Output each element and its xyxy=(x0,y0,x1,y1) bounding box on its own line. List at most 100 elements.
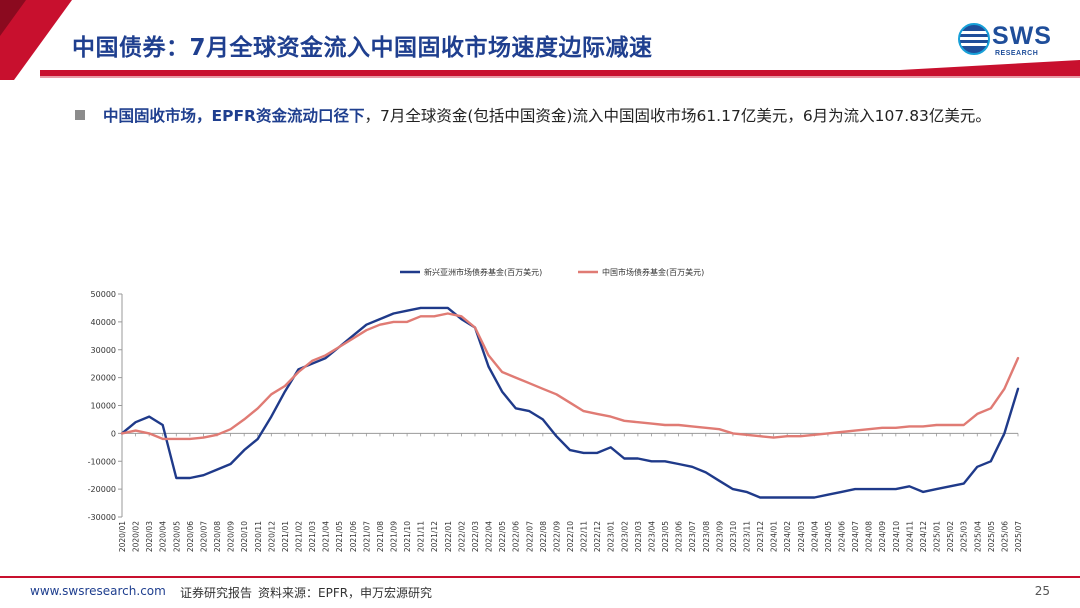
data-point-s2 xyxy=(542,388,544,390)
data-point-s1 xyxy=(528,410,530,412)
data-point-s1 xyxy=(325,357,327,359)
series-line-2 xyxy=(120,312,1020,441)
data-point-s2 xyxy=(230,428,232,430)
x-tick-label: 2024/06 xyxy=(838,521,847,552)
data-point-s1 xyxy=(243,449,245,451)
data-point-s2 xyxy=(257,407,259,409)
data-point-s2 xyxy=(976,413,978,415)
x-tick-label: 2021/09 xyxy=(390,521,399,552)
x-tick-label: 2021/05 xyxy=(335,521,344,552)
sws-logo: SWS RESEARCH xyxy=(957,20,1063,60)
data-point-s2 xyxy=(935,424,938,426)
data-point-s2 xyxy=(963,424,965,426)
data-point-s1 xyxy=(433,307,435,309)
data-point-s1 xyxy=(922,491,924,493)
x-tick-label: 2022/11 xyxy=(580,521,589,552)
data-point-s1 xyxy=(800,496,802,499)
data-point-s2 xyxy=(392,321,395,323)
header-bar: 中国债券：7月全球资金流入中国固收市场速度边际减速 SWS RESEARCH xyxy=(0,0,1080,84)
data-point-s1 xyxy=(908,485,910,487)
data-point-s1 xyxy=(487,365,490,368)
data-point-s1 xyxy=(134,421,137,423)
data-point-s1 xyxy=(175,477,177,479)
logo-text: SWS xyxy=(992,22,1052,50)
data-point-s2 xyxy=(1017,357,1019,359)
y-tick-label: 0 xyxy=(111,429,116,438)
data-point-s1 xyxy=(148,416,150,418)
x-tick-label: 2021/01 xyxy=(281,521,290,552)
data-point-s1 xyxy=(949,485,951,487)
x-tick-label: 2022/08 xyxy=(539,521,548,552)
data-point-s2 xyxy=(623,420,625,422)
data-point-s2 xyxy=(270,393,272,395)
x-tick-label: 2025/02 xyxy=(946,521,955,552)
data-point-s2 xyxy=(732,432,734,434)
data-point-s1 xyxy=(813,496,815,499)
legend-label-2: 中国市场债券基金(百万美元) xyxy=(602,267,704,277)
data-point-s2 xyxy=(121,432,123,434)
data-point-s1 xyxy=(976,466,978,468)
y-tick-label: 30000 xyxy=(91,346,116,355)
data-point-s2 xyxy=(596,413,598,415)
data-point-s1 xyxy=(840,491,843,493)
data-point-s2 xyxy=(990,407,992,409)
x-tick-label: 2022/01 xyxy=(444,521,453,552)
footer-divider xyxy=(0,576,1080,578)
logo-subtext: RESEARCH xyxy=(995,50,1039,57)
x-tick-label: 2023/06 xyxy=(675,521,684,552)
data-point-s1 xyxy=(596,452,598,454)
x-tick-label: 2022/02 xyxy=(457,521,466,552)
x-tick-label: 2023/05 xyxy=(661,521,670,552)
data-point-s1 xyxy=(745,491,748,493)
footer-report-type: 证券研究报告 xyxy=(180,586,253,600)
x-tick-label: 2025/03 xyxy=(960,521,969,552)
x-tick-label: 2025/05 xyxy=(987,521,996,552)
x-tick-label: 2024/04 xyxy=(810,521,819,552)
x-tick-label: 2020/10 xyxy=(240,521,249,552)
x-tick-label: 2024/11 xyxy=(905,521,914,552)
data-point-s1 xyxy=(868,488,870,490)
data-point-s1 xyxy=(162,424,164,426)
bullet-square-icon xyxy=(75,110,85,120)
data-point-s2 xyxy=(555,393,558,395)
x-tick-label: 2023/10 xyxy=(729,521,738,552)
x-tick-label: 2023/09 xyxy=(715,521,724,552)
data-point-s2 xyxy=(433,315,435,317)
x-tick-label: 2025/06 xyxy=(1000,521,1009,552)
data-point-s2 xyxy=(406,321,408,323)
x-tick-label: 2021/03 xyxy=(308,521,317,552)
x-tick-label: 2024/02 xyxy=(783,521,792,552)
page-title: 中国债券：7月全球资金流入中国固收市场速度边际减速 xyxy=(72,35,653,61)
x-tick-label: 2024/12 xyxy=(919,521,928,552)
data-point-s1 xyxy=(664,460,666,462)
footer-url[interactable]: www.swsresearch.com xyxy=(30,584,166,598)
fund-flow-chart: 50000 40000 30000 20000 10000 0 -10000 -20000 -3… xyxy=(0,255,1080,575)
data-point-s1 xyxy=(610,446,612,448)
data-point-s2 xyxy=(650,423,653,425)
data-point-s1 xyxy=(990,460,992,462)
data-point-s2 xyxy=(175,438,177,440)
data-point-s1 xyxy=(786,496,788,499)
data-point-s2 xyxy=(922,425,924,428)
data-point-s1 xyxy=(352,335,354,337)
data-point-s2 xyxy=(284,385,286,387)
data-point-s2 xyxy=(379,324,381,326)
data-point-s1 xyxy=(773,496,775,499)
data-point-s2 xyxy=(528,382,530,384)
data-point-s1 xyxy=(637,457,639,460)
x-tick-label: 2021/06 xyxy=(349,521,358,552)
data-point-s2 xyxy=(134,429,137,432)
y-tick-label: -30000 xyxy=(88,513,116,522)
data-point-s2 xyxy=(474,326,476,329)
x-tick-label: 2020/02 xyxy=(132,521,141,552)
data-point-s1 xyxy=(691,466,693,468)
data-point-s2 xyxy=(460,315,462,317)
x-tick-label: 2021/04 xyxy=(322,521,331,552)
data-point-s2 xyxy=(216,434,218,436)
x-tick-label: 2020/12 xyxy=(267,521,276,552)
x-tick-label: 2023/02 xyxy=(620,521,629,552)
data-point-s1 xyxy=(678,463,680,465)
data-point-s1 xyxy=(406,310,408,312)
x-tick-label: 2024/05 xyxy=(824,521,833,552)
data-point-s2 xyxy=(243,418,245,421)
